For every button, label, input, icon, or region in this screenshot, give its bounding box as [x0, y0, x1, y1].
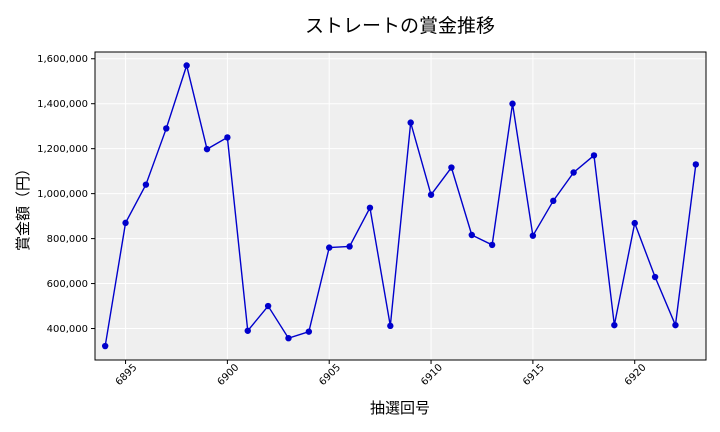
- plot-area: [95, 52, 706, 360]
- data-point: [448, 164, 455, 171]
- y-axis-title: 賞金額（円）: [14, 161, 32, 251]
- data-point: [285, 334, 292, 342]
- y-tick-label: 400,000: [47, 324, 88, 335]
- data-point: [326, 244, 333, 251]
- y-tick-label: 800,000: [47, 234, 88, 245]
- data-point: [529, 232, 537, 239]
- y-tick-label: 1,000,000: [37, 189, 88, 200]
- y-tick-label: 600,000: [47, 279, 88, 290]
- data-point: [590, 152, 598, 159]
- data-point: [305, 328, 313, 335]
- x-tick-label: 6895: [114, 362, 140, 388]
- data-point: [550, 197, 557, 205]
- chart-title: ストレートの賞金推移: [305, 15, 495, 37]
- data-point: [142, 181, 150, 188]
- x-tick-label: 6910: [419, 362, 445, 388]
- grid: [95, 52, 706, 360]
- data-point: [366, 204, 374, 211]
- data-point: [692, 161, 700, 168]
- series-line: [104, 62, 697, 347]
- data-point: [672, 321, 679, 329]
- data-point: [631, 219, 638, 227]
- data-point: [407, 119, 414, 126]
- y-tick-label: 1,600,000: [37, 54, 88, 65]
- data-point: [224, 134, 231, 141]
- x-tick-label: 6905: [317, 362, 343, 388]
- x-tick-label: 6900: [216, 362, 242, 388]
- series: [101, 62, 700, 350]
- data-point: [611, 321, 618, 329]
- data-point: [387, 322, 394, 330]
- x-axis-title: 抽選回号: [370, 399, 430, 417]
- y-tick-label: 1,400,000: [37, 99, 88, 110]
- data-point: [203, 145, 211, 153]
- data-point: [488, 241, 496, 249]
- data-point: [346, 243, 353, 250]
- data-point: [163, 125, 170, 132]
- data-point: [570, 169, 577, 176]
- y-tick-label: 1,200,000: [37, 144, 88, 155]
- data-point: [183, 62, 190, 69]
- data-point: [264, 302, 272, 310]
- plot-frame: [94, 51, 707, 361]
- data-point: [122, 219, 129, 227]
- data-point: [427, 191, 435, 198]
- data-point: [244, 327, 251, 334]
- data-point: [651, 273, 659, 281]
- x-tick-label: 6920: [623, 362, 649, 388]
- x-tick-label: 6915: [521, 362, 547, 388]
- data-point: [468, 231, 475, 239]
- data-point: [101, 342, 109, 350]
- data-point: [509, 100, 516, 107]
